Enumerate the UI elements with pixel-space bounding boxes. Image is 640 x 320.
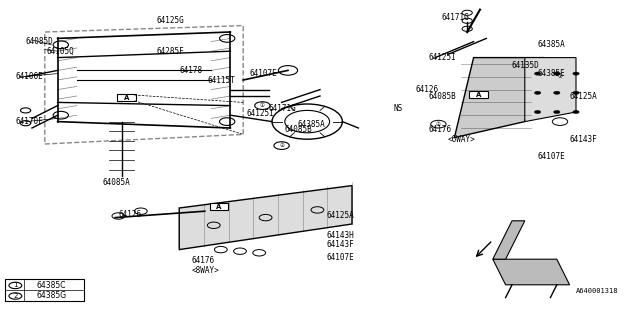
Text: 64125G: 64125G	[157, 16, 184, 25]
Polygon shape	[493, 259, 570, 285]
Text: 2: 2	[13, 293, 17, 299]
Text: 64126: 64126	[118, 210, 141, 219]
Circle shape	[573, 91, 579, 94]
Text: A640001318: A640001318	[576, 288, 618, 294]
Text: 64085B: 64085B	[285, 125, 312, 134]
Text: 64171G: 64171G	[269, 104, 296, 113]
Text: ②: ②	[436, 122, 441, 127]
Text: 64125A: 64125A	[326, 212, 354, 220]
Circle shape	[554, 72, 560, 75]
Circle shape	[554, 110, 560, 114]
Polygon shape	[525, 58, 576, 122]
Text: 64085B: 64085B	[429, 92, 456, 100]
Text: 64385E: 64385E	[538, 69, 565, 78]
Text: 64385A: 64385A	[538, 40, 565, 49]
FancyBboxPatch shape	[117, 94, 136, 101]
Text: 64171G: 64171G	[442, 13, 469, 22]
Circle shape	[534, 91, 541, 94]
Circle shape	[534, 72, 541, 75]
Text: 64176: 64176	[192, 256, 215, 265]
Text: A: A	[124, 95, 129, 101]
Text: 64385C: 64385C	[36, 281, 66, 290]
Text: 64170F: 64170F	[16, 117, 44, 126]
Circle shape	[534, 110, 541, 114]
Circle shape	[573, 110, 579, 114]
Text: 64178: 64178	[179, 66, 202, 75]
Text: 64115T: 64115T	[208, 76, 236, 84]
Text: 64126: 64126	[416, 85, 439, 94]
FancyBboxPatch shape	[210, 203, 228, 210]
Text: 64135D: 64135D	[512, 61, 540, 70]
Text: 1: 1	[13, 283, 18, 288]
Polygon shape	[179, 186, 352, 250]
Text: 64085A: 64085A	[102, 178, 130, 187]
Text: 64106E: 64106E	[16, 72, 44, 81]
Text: 64285F: 64285F	[157, 47, 184, 56]
Polygon shape	[454, 58, 544, 138]
Text: 64125A: 64125A	[570, 92, 597, 100]
Text: 64143F: 64143F	[570, 135, 597, 144]
Text: <6WAY>: <6WAY>	[448, 135, 476, 144]
Polygon shape	[493, 221, 525, 259]
Circle shape	[552, 73, 568, 81]
Text: 64176: 64176	[429, 125, 452, 134]
Text: A: A	[216, 204, 221, 210]
Text: 64143F: 64143F	[326, 240, 354, 249]
Circle shape	[573, 72, 579, 75]
Text: NS: NS	[394, 104, 403, 113]
Text: ②: ②	[279, 143, 284, 148]
Text: 64105Q: 64105Q	[46, 47, 74, 56]
Text: 64143H: 64143H	[326, 231, 354, 240]
Text: <8WAY>: <8WAY>	[192, 266, 220, 275]
Text: 64107E: 64107E	[326, 253, 354, 262]
Circle shape	[274, 142, 289, 149]
Text: ①: ①	[557, 74, 563, 79]
Circle shape	[255, 102, 270, 109]
Text: ①: ①	[260, 103, 265, 108]
Text: 64385G: 64385G	[36, 292, 67, 300]
Text: 64125I: 64125I	[429, 53, 456, 62]
Text: A: A	[476, 92, 481, 98]
FancyBboxPatch shape	[469, 91, 488, 98]
Text: 64085D: 64085D	[26, 37, 53, 46]
Text: 64107E: 64107E	[538, 152, 565, 161]
Text: 64107E: 64107E	[250, 69, 277, 78]
Text: 64385A: 64385A	[298, 120, 325, 129]
Circle shape	[554, 91, 560, 94]
Text: 64125I: 64125I	[246, 109, 274, 118]
FancyBboxPatch shape	[5, 279, 84, 301]
